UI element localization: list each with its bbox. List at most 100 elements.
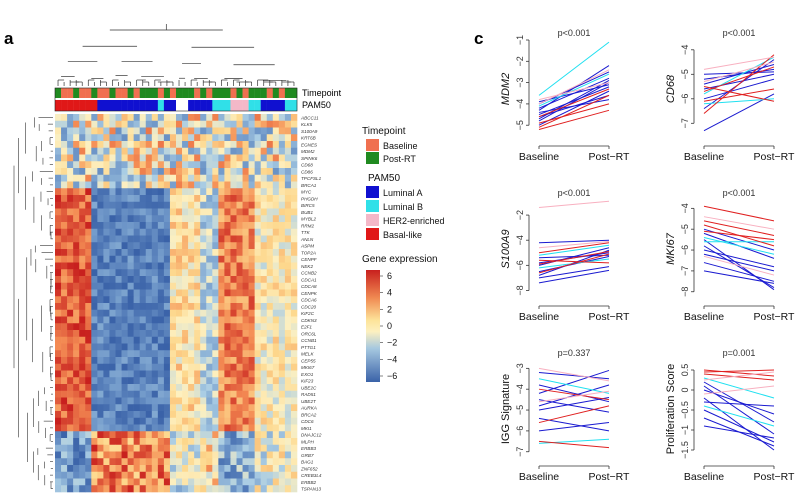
heatmap-cell	[272, 249, 280, 257]
heatmap-cell	[115, 262, 122, 270]
heatmap-cell	[182, 154, 189, 162]
heatmap-cell	[73, 323, 80, 331]
heatmap-cell	[61, 141, 68, 149]
heatmap-cell	[73, 431, 80, 439]
heatmap-cell	[212, 181, 219, 189]
heatmap-cell	[194, 350, 201, 358]
heatmap-cell	[85, 262, 92, 270]
heatmap-cell	[218, 289, 225, 297]
heatmap-cell	[67, 174, 74, 182]
heatmap-cell	[272, 485, 280, 493]
timepoint-cell	[254, 88, 261, 98]
heatmap-cell	[224, 141, 231, 149]
heatmap-cell	[206, 208, 213, 216]
heatmap-cell	[242, 370, 249, 378]
heatmap-cell	[176, 215, 183, 223]
heatmap-cell	[212, 316, 219, 324]
heatmap-cell	[260, 141, 268, 149]
heatmap-cell	[127, 114, 134, 122]
heatmap-cell	[242, 242, 249, 250]
heatmap-cell	[218, 195, 225, 203]
heatmap-cell	[55, 208, 62, 216]
heatmap-cell	[218, 330, 225, 338]
heatmap-cell	[79, 188, 86, 196]
heatmap-cell	[163, 269, 171, 277]
heatmap-cell	[157, 188, 165, 196]
y-tick-label: −6	[515, 426, 525, 436]
heatmap-cell	[284, 249, 292, 257]
heatmap-cell	[206, 417, 213, 425]
heatmap-cell	[236, 330, 243, 338]
heatmap-cell	[254, 377, 261, 385]
heatmap-cell	[85, 289, 92, 297]
heatmap-cell	[115, 188, 122, 196]
heatmap-cell	[103, 228, 110, 236]
heatmap-cell	[260, 316, 268, 324]
heatmap-cell	[188, 343, 195, 351]
heatmap-cell	[133, 465, 140, 473]
heatmap-cell	[115, 471, 122, 479]
timepoint-cell	[248, 88, 255, 98]
heatmap-cell	[194, 262, 201, 270]
heatmap-cell	[145, 296, 153, 304]
heatmap-cell	[133, 201, 140, 209]
heatmap-cell	[194, 195, 201, 203]
heatmap-cell	[67, 114, 74, 122]
heatmap-cell	[266, 235, 274, 243]
heatmap-cell	[79, 282, 86, 290]
heatmap-cell	[200, 336, 207, 344]
heatmap-cell	[103, 161, 110, 169]
heatmap-cell	[79, 363, 86, 371]
heatmap-cell	[169, 114, 177, 122]
heatmap-cell	[188, 411, 195, 419]
heatmap-cell	[139, 370, 147, 378]
heatmap-cell	[169, 390, 177, 398]
heatmap-cell	[121, 465, 128, 473]
heatmap-cell	[248, 330, 255, 338]
heatmap-cell	[236, 397, 243, 405]
heatmap-cell	[212, 161, 219, 169]
heatmap-cell	[194, 303, 201, 311]
heatmap-cell	[224, 262, 231, 270]
heatmap-cell	[61, 309, 68, 317]
heatmap-cell	[278, 255, 286, 263]
paired-line	[538, 417, 610, 432]
heatmap-cell	[284, 370, 292, 378]
heatmap-cell	[85, 438, 92, 446]
heatmap-cell	[85, 458, 92, 466]
heatmap-cell	[103, 242, 110, 250]
heatmap-cell	[73, 397, 80, 405]
heatmap-cell	[55, 134, 62, 142]
heatmap-cell	[61, 397, 68, 405]
heatmap-cell	[151, 249, 159, 257]
heatmap-cell	[272, 451, 280, 459]
heatmap-cell	[200, 323, 207, 331]
heatmap-cell	[230, 485, 237, 493]
heatmap-cell	[200, 431, 207, 439]
heatmap-cell	[103, 269, 110, 277]
heatmap-cell	[73, 343, 80, 351]
heatmap-cell	[121, 208, 128, 216]
heatmap-cell	[212, 114, 219, 122]
heatmap-cell	[145, 411, 153, 419]
heatmap-cell	[260, 249, 268, 257]
pam50-cell	[157, 100, 165, 111]
heatmap-cell	[242, 323, 249, 331]
heatmap-cell	[290, 370, 298, 378]
heatmap-cell	[79, 114, 86, 122]
heatmap-cell	[272, 215, 280, 223]
heatmap-cell	[248, 309, 255, 317]
heatmap-cell	[109, 262, 116, 270]
heatmap-cell	[163, 350, 171, 358]
heatmap-cell	[115, 201, 122, 209]
heatmap-cell	[254, 147, 261, 155]
heatmap-cell	[115, 390, 122, 398]
heatmap-cell	[260, 336, 268, 344]
heatmap-cell	[133, 161, 140, 169]
heatmap-cell	[260, 222, 268, 230]
heatmap-cell	[266, 282, 274, 290]
paired-line	[538, 367, 610, 382]
heatmap-cell	[79, 397, 86, 405]
heatmap-cell	[127, 195, 134, 203]
heatmap-cell	[67, 120, 74, 128]
